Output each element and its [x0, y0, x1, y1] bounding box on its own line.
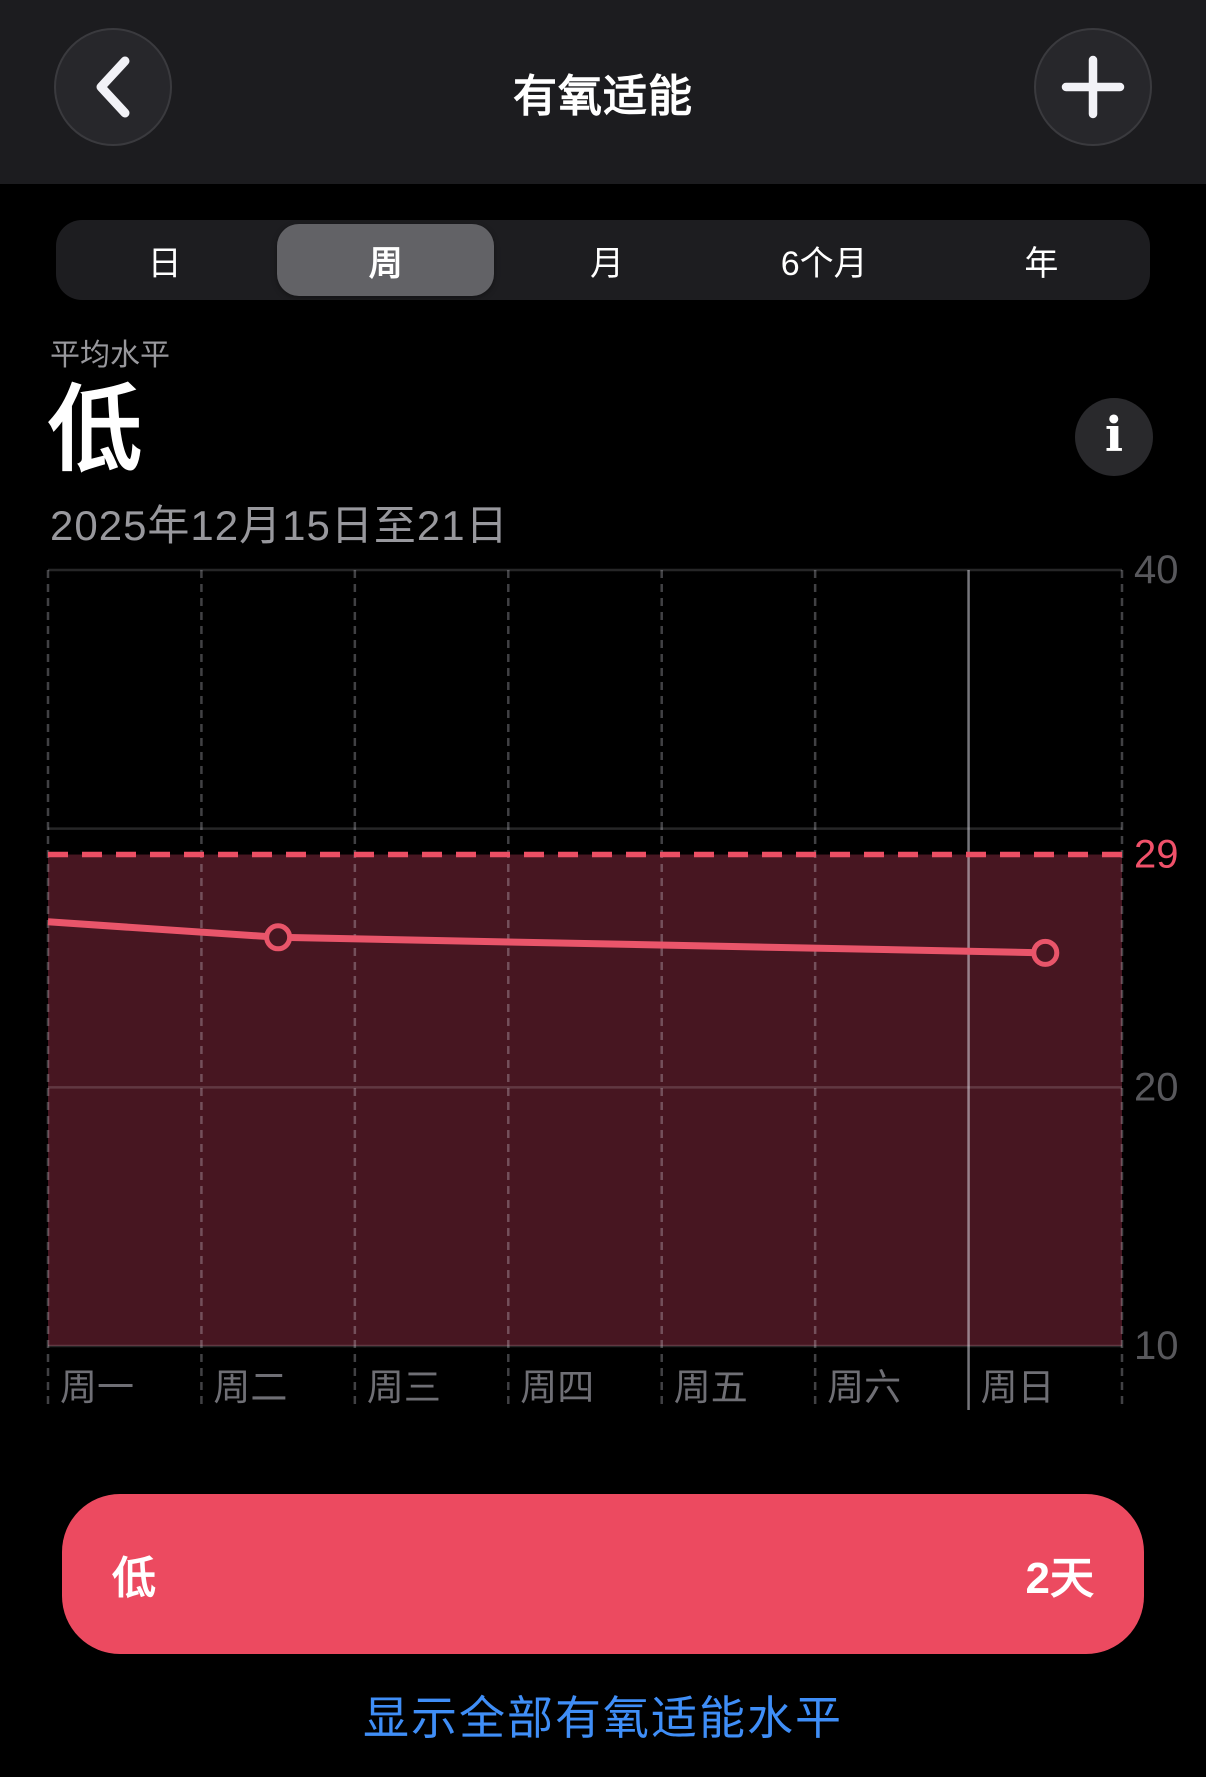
y-axis-label-40: 40 — [1134, 552, 1179, 592]
x-axis-label-周二: 周二 — [213, 1367, 287, 1408]
average-level-label: 平均水平 — [50, 339, 170, 372]
navigation-bar: 有氧适能 — [0, 0, 1206, 184]
data-point-周二[interactable] — [264, 923, 293, 952]
x-axis-label-周四: 周四 — [520, 1367, 594, 1408]
chevron-left-icon — [96, 56, 130, 118]
time-range-segmented-control: 日 周 月 6个月 年 — [56, 220, 1150, 300]
segment-week[interactable]: 周 — [277, 224, 495, 296]
back-button[interactable] — [54, 28, 172, 146]
x-axis-label-周一: 周一 — [60, 1367, 134, 1408]
zone-level-label: 低 — [112, 1554, 156, 1603]
y-axis-label-10: 10 — [1134, 1324, 1179, 1368]
y-axis-label-20: 20 — [1134, 1065, 1179, 1109]
segment-year[interactable]: 年 — [1024, 244, 1059, 283]
info-icon: i — [1104, 407, 1124, 463]
plus-icon — [1061, 55, 1125, 119]
date-range: 2025年12月15日至21日 — [50, 502, 509, 549]
level-value: 低 — [48, 377, 143, 482]
x-axis-label-周六: 周六 — [827, 1367, 901, 1408]
add-data-button[interactable] — [1034, 28, 1152, 146]
page-title: 有氧适能 — [513, 72, 693, 121]
x-axis-label-周三: 周三 — [367, 1367, 441, 1408]
low-zone-fill — [48, 854, 1122, 1346]
zone-days-count: 2天 — [1025, 1554, 1094, 1603]
segment-6months[interactable]: 6个月 — [780, 244, 868, 283]
segment-day[interactable]: 日 — [147, 244, 182, 283]
low-zone-summary-pill[interactable]: 低 2天 — [62, 1494, 1144, 1654]
segment-month[interactable]: 月 — [590, 244, 624, 283]
cardio-fitness-chart: 40 29 20 10 周一 周二 周三 周四 周五 周六 周日 — [0, 552, 1206, 1432]
show-all-levels-link[interactable]: 显示全部有氧适能水平 — [363, 1692, 843, 1744]
info-button[interactable]: i — [1075, 398, 1153, 476]
y-axis-label-29: 29 — [1134, 833, 1179, 877]
data-point-周日[interactable] — [1031, 938, 1060, 967]
x-axis-label-周日: 周日 — [981, 1367, 1055, 1408]
x-axis-label-周五: 周五 — [674, 1367, 748, 1408]
